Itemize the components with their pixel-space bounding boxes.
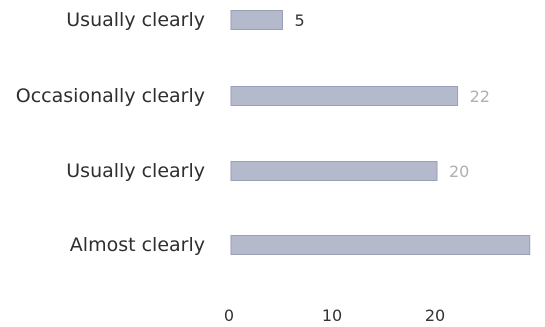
data-labels: 5 22 20 <box>295 11 490 181</box>
category-label: Almost clearly <box>70 234 205 256</box>
bar <box>230 86 459 106</box>
data-label: 20 <box>449 162 469 181</box>
x-tick-label: 0 <box>224 306 234 325</box>
bar <box>230 10 283 30</box>
bar <box>230 161 438 181</box>
category-labels: Usually clearly Occasionally clearly Usual… <box>16 9 205 256</box>
data-label: 22 <box>470 87 490 106</box>
category-label: Usually clearly <box>66 9 205 31</box>
bar <box>230 235 531 255</box>
x-tick-label: 10 <box>322 306 342 325</box>
category-label: Occasionally clearly <box>16 85 205 107</box>
data-label: 5 <box>295 11 305 30</box>
category-label: Usually clearly <box>66 160 205 182</box>
x-tick-label: 20 <box>425 306 445 325</box>
x-axis-ticks: 0 10 20 <box>224 306 445 325</box>
bars <box>230 10 531 255</box>
